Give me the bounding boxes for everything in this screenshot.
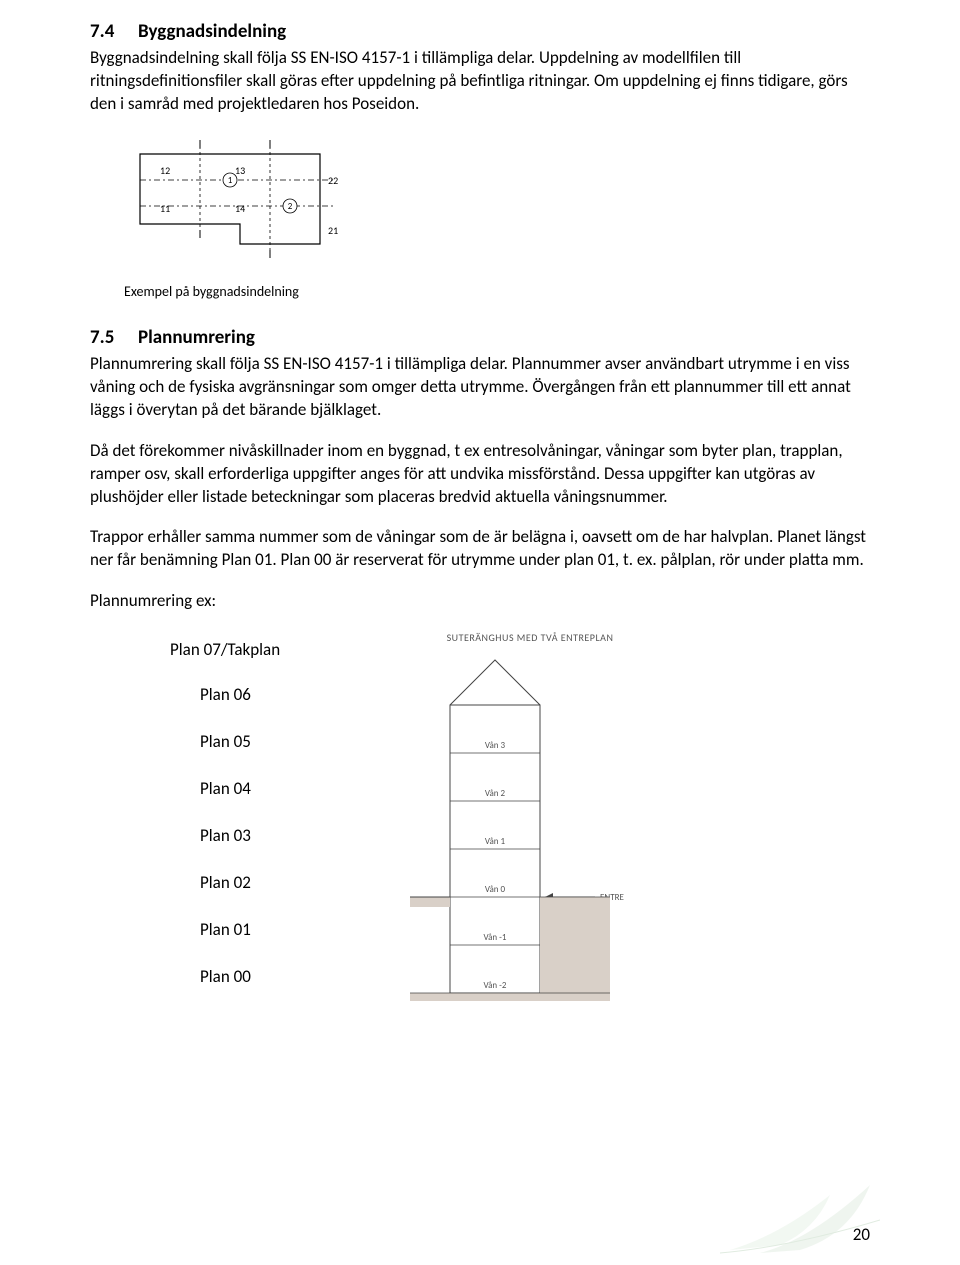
paragraph-7-5-3: Trappor erhåller samma nummer som de vån… [90,526,870,572]
heading-7-4-title: Byggnadsindelning [138,20,286,43]
svg-text:Vån 0: Vån 0 [485,884,506,895]
svg-text:Vån -1: Vån -1 [484,932,507,943]
page-number: 20 [853,1224,870,1245]
svg-text:14: 14 [235,202,245,215]
plan-list: Plan 07/Takplan Plan 06 Plan 05 Plan 04 … [200,631,340,1013]
heading-7-4: 7.4Byggnadsindelning [90,20,870,43]
paragraph-7-4: Byggnadsindelning skall följa SS EN-ISO … [90,47,870,116]
floor-numbering-diagram: SUTERÄNGHUS MED TVÅ ENTREPLAN Vån 3 Vån 2… [380,631,680,1015]
plan-item: Plan 00 [200,966,340,987]
svg-text:Vån 3: Vån 3 [485,740,506,751]
svg-text:1: 1 [228,175,233,186]
heading-7-5-number: 7.5 [90,326,138,349]
plan-item: Plan 05 [200,731,340,752]
plan-item: Plan 02 [200,872,340,893]
paragraph-7-5-4: Plannumrering ex: [90,590,870,613]
svg-text:Vån -2: Vån -2 [484,980,507,991]
building-division-diagram: 12121311142221 [120,134,870,269]
paragraph-7-5-2: Då det förekommer nivåskillnader inom en… [90,440,870,509]
svg-text:13: 13 [235,164,245,177]
plan-item: Plan 01 [200,919,340,940]
diagram1-caption: Exempel på byggnadsindelning [124,283,870,300]
heading-7-5-title: Plannumrering [138,326,255,349]
svg-text:Vån 1: Vån 1 [485,836,506,847]
plan-item: Plan 06 [200,684,340,705]
heading-7-5: 7.5Plannumrering [90,326,870,349]
plan-item: Plan 04 [200,778,340,799]
plan-item: Plan 03 [200,825,340,846]
svg-text:22: 22 [328,174,338,187]
plan-item: Plan 07/Takplan [170,639,340,660]
svg-text:Vån 2: Vån 2 [485,788,506,799]
svg-text:21: 21 [328,224,338,237]
svg-text:2: 2 [288,201,293,212]
diagram2-title: SUTERÄNGHUS MED TVÅ ENTREPLAN [380,631,680,644]
paragraph-7-5-1: Plannumrering skall följa SS EN-ISO 4157… [90,353,870,422]
heading-7-4-number: 7.4 [90,20,138,43]
svg-text:11: 11 [160,202,170,215]
svg-text:12: 12 [160,164,170,177]
